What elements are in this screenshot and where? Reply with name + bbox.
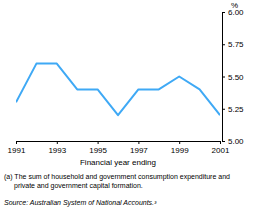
y-tick: 5.25 [222,105,244,114]
x-axis: 1991 1993 1995 1997 1999 2001 [8,141,230,155]
y-tick: 5.75 [222,40,244,49]
y-tick-mark [222,77,225,78]
x-tick: 1993 [48,141,66,155]
x-tick: 1997 [130,141,148,155]
y-axis: 5.005.255.505.756.00 [222,8,244,146]
x-tick-label: 1999 [171,146,189,155]
x-tick: 1995 [89,141,107,155]
x-tick: 1991 [8,141,26,155]
x-tick-label: 1991 [8,146,26,155]
y-tick-label: 5.00 [228,137,244,146]
y-axis-title: % [231,1,238,10]
y-tick: 5.00 [222,137,244,146]
x-tick: 1999 [171,141,189,155]
x-tick-label: 1993 [48,146,66,155]
source: Source: Australian System of National Ac… [4,199,157,207]
chart: 1991 1993 1995 1997 1999 20015.00 5.25 5.50 5.75… [0,0,258,224]
y-tick-mark [222,141,225,142]
x-axis-title: Financial year ending [80,158,156,167]
y-tick: 5.50 [222,73,244,82]
y-tick-mark [222,44,225,45]
x-axis-line [17,141,221,142]
x-tick-mark [220,141,221,144]
y-tick-label: 5.25 [228,105,244,114]
x-tick-mark [179,141,180,144]
line [16,64,220,116]
x-tick-mark [57,141,58,144]
y-tick-mark [222,109,225,110]
footnote: (a) The sum of household and government … [4,173,230,190]
plot-area [16,64,220,116]
x-tick-label: 1995 [89,146,107,155]
x-tick-mark [138,141,139,144]
y-tick-label: 5.75 [228,40,244,49]
y-tick-label: 5.50 [228,73,244,82]
x-tick-label: 2001 [212,146,230,155]
x-tick-mark [98,141,99,144]
x-tick-mark [16,141,17,144]
x-tick-label: 1997 [130,146,148,155]
y-tick-mark [222,12,225,13]
